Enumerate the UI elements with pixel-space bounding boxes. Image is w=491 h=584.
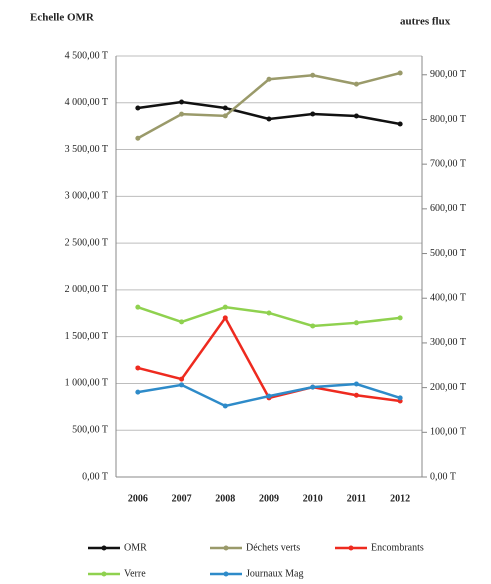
series-marker: [266, 310, 272, 316]
series-marker: [397, 395, 403, 401]
series-marker: [397, 70, 403, 76]
y-tick-label: 2 000,00 T: [65, 284, 108, 295]
y-tick-label: 1 500,00 T: [65, 331, 108, 342]
series-marker: [266, 393, 272, 399]
y-tick-label: 1 000,00 T: [65, 378, 108, 389]
series-marker: [179, 111, 185, 117]
series-marker: [353, 392, 359, 398]
legend-marker: [223, 545, 229, 551]
legend-marker: [101, 545, 107, 551]
legend-marker: [101, 571, 107, 577]
y2-tick-label: 300,00 T: [430, 337, 466, 348]
series-marker: [310, 111, 316, 117]
series-marker: [222, 304, 228, 310]
legend-marker: [223, 571, 229, 577]
series-marker: [353, 320, 359, 326]
y2-tick-label: 200,00 T: [430, 382, 466, 393]
x-tick-label: 2012: [390, 493, 410, 504]
x-tick-label: 2009: [259, 493, 279, 504]
series-marker: [179, 382, 185, 388]
legend-label: Verre: [124, 568, 146, 579]
y2-tick-label: 800,00 T: [430, 114, 466, 125]
series-marker: [222, 315, 228, 321]
series-marker: [222, 403, 228, 409]
series-marker: [135, 365, 141, 371]
y-tick-label: 500,00 T: [72, 425, 108, 436]
series-marker: [135, 304, 141, 310]
series-marker: [222, 105, 228, 111]
series-marker: [397, 315, 403, 321]
series-marker: [266, 76, 272, 82]
x-tick-label: 2007: [172, 493, 192, 504]
y2-tick-label: 600,00 T: [430, 203, 466, 214]
legend-label: OMR: [124, 542, 147, 553]
legend-label: Journaux Mag: [246, 568, 304, 579]
y-axis-label: Echelle OMR: [30, 12, 95, 24]
series-marker: [266, 116, 272, 122]
legend-label: Encombrants: [371, 542, 424, 553]
y2-tick-label: 400,00 T: [430, 293, 466, 304]
y2-tick-label: 0,00 T: [430, 471, 456, 482]
y2-tick-label: 900,00 T: [430, 69, 466, 80]
legend-marker: [348, 545, 354, 551]
y-tick-label: 0,00 T: [82, 471, 108, 482]
y-tick-label: 4 500,00 T: [65, 50, 108, 61]
series-marker: [353, 381, 359, 387]
y-tick-label: 4 000,00 T: [65, 97, 108, 108]
series-marker: [222, 113, 228, 119]
series-marker: [310, 72, 316, 78]
series-marker: [179, 99, 185, 105]
series-marker: [310, 323, 316, 329]
y2-axis-label: autres flux: [400, 16, 451, 28]
y2-tick-label: 700,00 T: [430, 158, 466, 169]
x-tick-label: 2006: [128, 493, 148, 504]
legend-label: Déchets verts: [246, 542, 300, 553]
y2-tick-label: 100,00 T: [430, 427, 466, 438]
x-tick-label: 2010: [303, 493, 323, 504]
y-tick-label: 3 000,00 T: [65, 191, 108, 202]
y-tick-label: 3 500,00 T: [65, 144, 108, 155]
series-marker: [179, 376, 185, 382]
series-marker: [179, 319, 185, 325]
y2-tick-label: 500,00 T: [430, 248, 466, 259]
series-marker: [353, 113, 359, 119]
y-tick-label: 2 500,00 T: [65, 237, 108, 248]
x-tick-label: 2008: [215, 493, 235, 504]
series-marker: [310, 384, 316, 390]
series-marker: [353, 81, 359, 87]
series-marker: [135, 135, 141, 141]
series-marker: [135, 105, 141, 111]
series-marker: [135, 389, 141, 395]
x-tick-label: 2011: [347, 493, 366, 504]
series-marker: [397, 121, 403, 127]
